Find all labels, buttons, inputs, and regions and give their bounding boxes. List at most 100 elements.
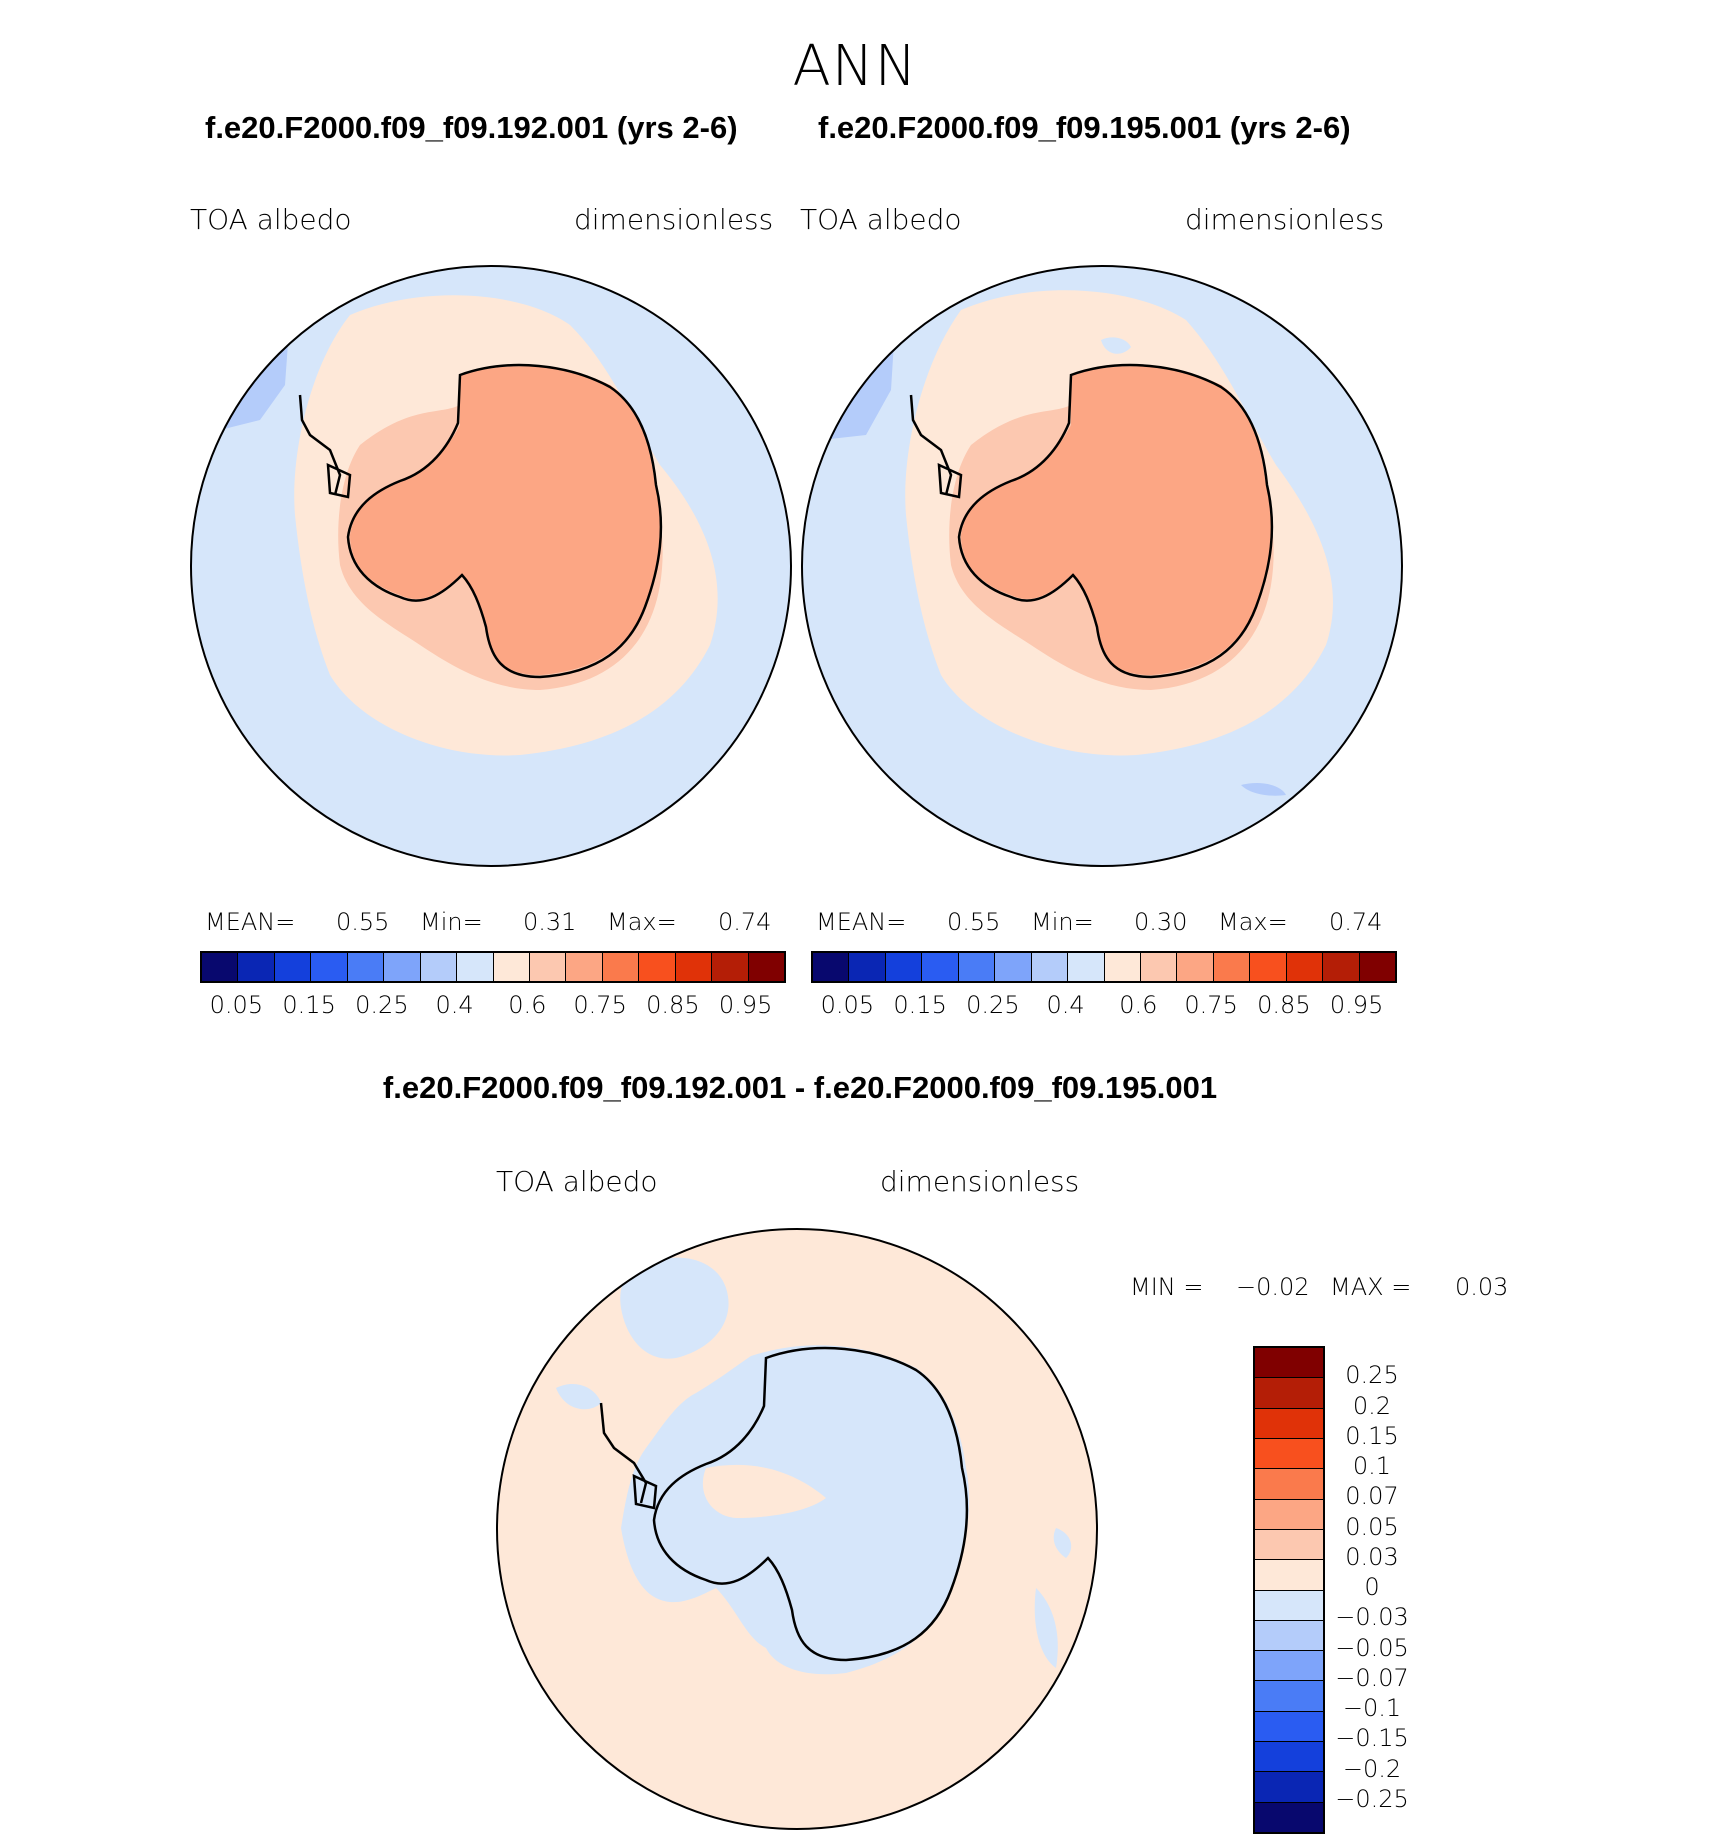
colorbar-tick-label: 0.25 (966, 991, 1020, 1019)
colorbar-tick-label: −0.07 (1335, 1663, 1409, 1692)
colorbar-tick-label: 0.75 (573, 991, 627, 1019)
colorbar-swatch (922, 953, 959, 981)
colorbar-swatch (202, 953, 239, 981)
units-label-left: dimensionless (574, 203, 774, 236)
colorbar-swatch (1255, 1802, 1323, 1832)
colorbar-difference (1253, 1346, 1325, 1834)
peninsula-line (326, 462, 352, 499)
variable-label-left: TOA albedo (190, 203, 352, 236)
colorbar-tick-label: 0.75 (1184, 991, 1238, 1019)
colorbar-tick-label: 0.15 (893, 991, 947, 1019)
case-title-right: f.e20.F2000.f09_f09.195.001 (yrs 2-6) (818, 110, 1351, 145)
max-value-left: 0.74 (718, 908, 772, 936)
low-albedo-patch (1101, 337, 1131, 354)
colorbar-swatch (274, 953, 312, 981)
colorbar-swatch (420, 953, 458, 981)
min-value-left: 0.31 (523, 908, 577, 936)
negative-region (1053, 1528, 1072, 1558)
min-label-right: Min= (1031, 908, 1094, 936)
mean-label-right: MEAN= (816, 908, 907, 936)
colorbar-swatch (849, 953, 886, 981)
colorbar-tick-label: −0.1 (1342, 1694, 1402, 1722)
colorbar-left (200, 951, 786, 983)
colorbar-tick-label: 0.03 (1345, 1542, 1399, 1571)
mean-value-left: 0.55 (336, 908, 390, 936)
colorbar-swatch (1255, 1348, 1323, 1379)
min-label-left: Min= (420, 908, 483, 936)
case-title-left: f.e20.F2000.f09_f09.192.001 (yrs 2-6) (205, 110, 738, 145)
colorbar-swatch (995, 953, 1032, 981)
diff-max-label: MAX = (1330, 1273, 1412, 1301)
colorbar-swatch (1031, 953, 1069, 981)
map-boundary (496, 1228, 1098, 1830)
colorbar-tick-label: 0.2 (1352, 1391, 1392, 1420)
map-boundary (190, 265, 792, 867)
peninsula-line (937, 462, 963, 499)
polar-map-left (190, 265, 792, 867)
colorbar-swatch (1255, 1499, 1323, 1530)
colorbar-tick-label: −0.25 (1335, 1784, 1409, 1813)
colorbar-swatch (1255, 1529, 1323, 1561)
figure-title: ANN (792, 34, 918, 99)
colorbar-swatch (566, 953, 603, 981)
max-label-left: Max= (607, 908, 677, 936)
negative-region (556, 1383, 601, 1410)
ice-sheet (350, 366, 661, 675)
colorbar-tick-label: 0.95 (718, 991, 773, 1019)
colorbar-tick-label: 0.95 (1329, 991, 1384, 1019)
colorbar-tick-label: 0.05 (820, 991, 875, 1019)
colorbar-swatch (1255, 1469, 1323, 1500)
colorbar-swatch (1104, 953, 1141, 981)
colorbar-tick-label: 0.85 (646, 991, 700, 1019)
colorbar-tick-label: 0.6 (508, 991, 547, 1019)
max-value-right: 0.74 (1329, 908, 1383, 936)
colorbar-swatch (529, 953, 567, 981)
colorbar-swatch (1250, 953, 1287, 981)
colorbar-swatch (1255, 1408, 1323, 1439)
variable-label-diff: TOA albedo (496, 1165, 658, 1198)
colorbar-tick-label: 0.1 (1352, 1452, 1392, 1480)
colorbar-swatch (958, 953, 996, 981)
colorbar-swatch (1255, 1711, 1323, 1743)
colorbar-swatch (748, 953, 784, 981)
colorbar-swatch (602, 953, 640, 981)
colorbar-swatch (639, 953, 676, 981)
colorbar-swatch (712, 953, 749, 981)
mean-value-right: 0.55 (947, 908, 1001, 936)
colorbar-tick-label: −0.2 (1342, 1754, 1402, 1783)
diff-max-value: 0.03 (1455, 1273, 1509, 1301)
map-boundary (801, 265, 1403, 867)
colorbar-tick-label: 0 (1364, 1573, 1380, 1601)
colorbar-swatch (1255, 1772, 1323, 1803)
colorbar-swatch (1323, 953, 1360, 981)
low-albedo-patch (1241, 783, 1286, 796)
colorbar-swatch (813, 953, 850, 981)
colorbar-swatch (238, 953, 275, 981)
difference-title: f.e20.F2000.f09_f09.192.001 - f.e20.F200… (382, 1070, 1218, 1105)
colorbar-swatch (1213, 953, 1251, 981)
units-label-right: dimensionless (1185, 203, 1385, 236)
colorbar-swatch (885, 953, 923, 981)
colorbar-swatch (1255, 1681, 1323, 1712)
colorbar-swatch (1177, 953, 1214, 981)
colorbar-tick-label: −0.15 (1335, 1724, 1409, 1753)
colorbar-swatch (1255, 1560, 1323, 1591)
diff-min-value: −0.02 (1236, 1273, 1310, 1301)
max-label-right: Max= (1218, 908, 1288, 936)
colorbar-swatch (384, 953, 421, 981)
colorbar-swatch (493, 953, 530, 981)
negative-region (1034, 1588, 1058, 1668)
polar-map-difference (496, 1228, 1098, 1830)
colorbar-swatch (1255, 1438, 1323, 1470)
colorbar-swatch (1286, 953, 1324, 981)
colorbar-tick-label: 0.85 (1257, 991, 1311, 1019)
coastline (599, 1346, 969, 1662)
colorbar-swatch (311, 953, 348, 981)
colorbar-swatch (457, 953, 494, 981)
colorbar-tick-label: 0.15 (1345, 1421, 1399, 1450)
polar-map-right (801, 265, 1403, 867)
peninsula-line (632, 1473, 658, 1510)
ice-sheet (961, 366, 1272, 675)
colorbar-tick-label: 0.07 (1345, 1482, 1399, 1511)
positive-region (702, 1464, 826, 1518)
